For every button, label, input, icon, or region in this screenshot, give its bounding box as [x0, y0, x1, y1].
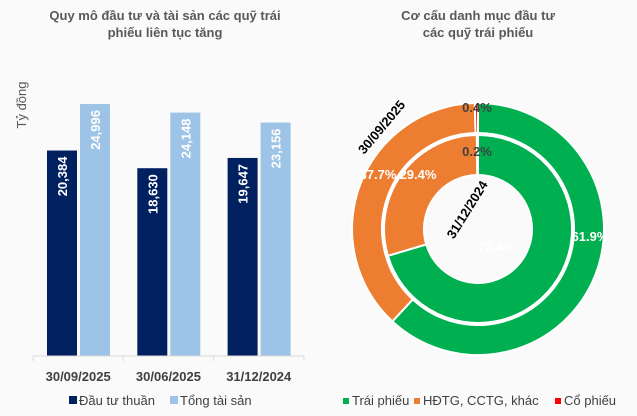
x-category-label: 31/12/2024 — [226, 369, 292, 384]
donut-data-label: 37.7% — [360, 167, 397, 182]
x-axis-ticks — [32, 356, 305, 361]
donut-chart-title-line1: Cơ cấu danh mục đầu tư — [401, 8, 555, 23]
legend-swatch-co-phieu — [555, 398, 561, 404]
bar-series-group: 20,384 24,996 18,630 24,148 19,647 23,156 — [47, 104, 291, 357]
donut-slice-outer-0 — [390, 101, 605, 356]
donut-data-label: 70.4% — [478, 239, 515, 254]
donut-slice-inner-1 — [383, 133, 479, 258]
x-category-label: 30/09/2025 — [46, 369, 111, 384]
legend-label-tong-tai-san: Tổng tài sản — [180, 393, 252, 408]
x-axis-categories: 30/09/2025 30/06/2025 31/12/2024 — [46, 369, 292, 384]
legend-swatch-dau-tu-thuan — [69, 396, 77, 404]
bar-data-label: 24,996 — [88, 110, 103, 150]
legend-swatch-hdtg — [414, 398, 420, 404]
bar-dau-tu-thuan — [227, 157, 258, 356]
bar-chart-title-line2: phiếu liên tục tăng — [108, 25, 223, 40]
bar-data-label: 19,647 — [236, 164, 251, 204]
donut-data-label: 0.2% — [462, 144, 492, 159]
donut-chart-title-line2: các quỹ trái phiếu — [423, 25, 534, 40]
donut-data-label: 29.4% — [400, 167, 437, 182]
bar-data-label: 24,148 — [178, 119, 193, 159]
donut-data-label: 61.9% — [572, 229, 609, 244]
legend-label-hdtg: HĐTG, CCTG, khác — [423, 393, 539, 408]
bar-chart-title-line1: Quy mô đầu tư và tài sản các quỹ trái — [49, 8, 280, 23]
ring-name-inner: 31/12/2024 — [444, 177, 492, 241]
bar-tong-tai-san — [260, 122, 291, 356]
legend-label-co-phieu: Cổ phiếu — [564, 393, 616, 408]
bar-data-label: 18,630 — [145, 174, 160, 214]
donut-slice-inner-2 — [475, 133, 479, 177]
legend-swatch-tong-tai-san — [170, 396, 178, 404]
donut-data-label: 0.4% — [462, 100, 492, 115]
x-category-label: 30/06/2025 — [136, 369, 201, 384]
donut-slice-outer-2 — [473, 101, 479, 135]
bar-dau-tu-thuan — [47, 150, 77, 356]
bar-dau-tu-thuan — [137, 168, 168, 356]
bar-tong-tai-san — [80, 104, 110, 357]
legend-swatch-trai-phieu — [343, 398, 349, 404]
donut-slice-inner-0 — [386, 133, 573, 324]
donut-group: 61.9% 37.7% 0.4% 70.4% 29.4% 0.2% — [351, 100, 609, 356]
legend-label-trai-phieu: Trái phiếu — [352, 393, 409, 408]
legend-label-dau-tu-thuan: Đầu tư thuần — [79, 393, 155, 408]
y-axis-label: Tỷ đồng — [14, 82, 29, 129]
bar-data-label: 23,156 — [269, 129, 284, 169]
bar-tong-tai-san — [170, 112, 201, 356]
bar-data-label: 20,384 — [55, 156, 70, 197]
